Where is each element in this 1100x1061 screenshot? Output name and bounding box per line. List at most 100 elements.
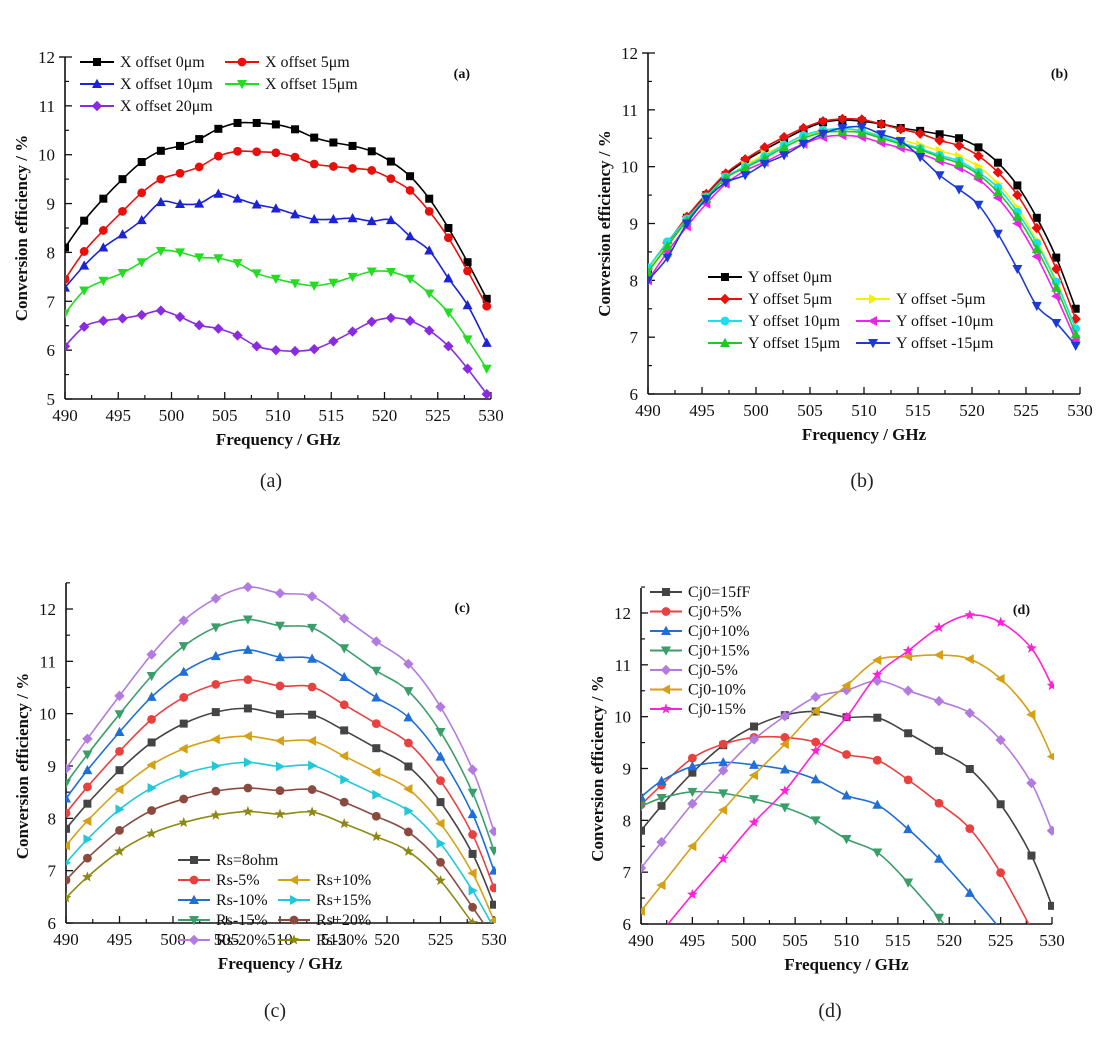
data-point: [1048, 901, 1054, 910]
x-tick-label: 510: [834, 931, 860, 950]
data-point: [687, 888, 698, 899]
series-line: [648, 134, 1077, 341]
y-tick-label: 9: [48, 757, 57, 776]
data-point: [425, 194, 434, 203]
data-point: [136, 309, 147, 321]
data-point: [1032, 213, 1041, 222]
data-point: [210, 623, 221, 633]
data-point: [98, 315, 109, 327]
series-line: [648, 117, 1077, 320]
data-point: [210, 650, 221, 661]
data-point: [993, 158, 1002, 167]
legend-item: X offset 0μm: [80, 54, 205, 71]
data-point: [307, 653, 318, 663]
data-point: [1012, 211, 1023, 221]
legend-item: X offset 15μm: [225, 76, 358, 93]
data-point: [99, 194, 108, 203]
data-point: [275, 786, 285, 795]
data-point: [275, 621, 285, 631]
data-point: [270, 203, 281, 213]
series-c-5: [66, 615, 496, 856]
data-point: [367, 147, 376, 156]
data-point: [463, 258, 472, 267]
data-point: [798, 139, 809, 150]
data-point: [328, 336, 339, 347]
data-point: [718, 757, 729, 767]
data-point: [933, 649, 943, 660]
data-point: [656, 794, 667, 804]
caption-b: (b): [850, 470, 874, 492]
legend-label: Rs-10%: [216, 892, 268, 909]
data-point: [436, 776, 445, 786]
data-point: [811, 737, 821, 747]
data-point: [992, 229, 1003, 239]
data-point: [641, 791, 646, 802]
data-point: [934, 746, 943, 755]
data-point: [385, 267, 396, 278]
data-point: [179, 794, 189, 804]
y-tick-label: 10: [39, 705, 56, 724]
legend-label: X offset 10μm: [120, 76, 213, 93]
data-point: [1031, 301, 1042, 312]
data-point: [242, 644, 253, 654]
data-point: [933, 913, 944, 923]
legend-label: Cj0=15fF: [688, 584, 750, 601]
series-b-4: [648, 130, 1080, 346]
x-tick-label: 520: [374, 930, 400, 949]
data-point: [79, 260, 90, 270]
legend-item: Y offset 15μm: [708, 335, 841, 352]
data-point: [424, 245, 435, 255]
x-tick-label: 510: [851, 401, 877, 420]
data-point: [307, 682, 317, 692]
legend-marker: [93, 58, 101, 66]
data-point: [367, 165, 377, 175]
legend-marker: [237, 80, 247, 90]
data-point: [842, 750, 851, 759]
data-point: [178, 816, 190, 828]
data-point: [995, 616, 1006, 627]
data-point: [117, 268, 128, 279]
data-point: [114, 784, 124, 795]
y-tick-label: 12: [621, 44, 638, 63]
x-tick-label: 490: [628, 931, 654, 950]
data-point: [810, 816, 821, 826]
data-point: [1071, 304, 1080, 313]
data-point: [211, 761, 221, 771]
legend-label: Y offset 15μm: [748, 335, 841, 352]
data-point: [837, 124, 848, 134]
data-point: [137, 158, 146, 167]
data-point: [251, 199, 262, 209]
x-tick-label: 530: [1067, 401, 1093, 420]
legend-item: Cj0=15fF: [650, 584, 750, 601]
legend-item: Y offset 10μm: [708, 313, 841, 330]
data-point: [641, 826, 645, 835]
data-point: [701, 195, 712, 205]
legend-label: X offset 5μm: [265, 54, 350, 71]
x-tick-label: 495: [680, 931, 706, 950]
data-point: [66, 859, 72, 866]
data-point: [251, 341, 262, 352]
panel-tag: (d): [1013, 603, 1030, 618]
legend-label: X offset 0μm: [120, 54, 205, 71]
data-point: [232, 193, 243, 203]
data-point: [211, 679, 221, 689]
data-point: [232, 330, 243, 341]
data-point: [83, 834, 93, 845]
data-point: [779, 764, 790, 774]
data-point: [435, 818, 445, 829]
data-point: [740, 162, 751, 172]
chart-panel-c: 490 495 500 505 510 515 520 525 5306789101112Fre…: [13, 581, 507, 973]
x-tick-label: 520: [937, 931, 963, 950]
x-tick-label: 495: [106, 406, 132, 425]
y-tick-label: 8: [48, 809, 57, 828]
data-point: [856, 122, 867, 133]
series-c-8: [66, 805, 478, 923]
data-point: [872, 848, 883, 858]
data-point: [98, 242, 109, 252]
data-point: [82, 815, 92, 826]
data-point: [436, 838, 446, 849]
data-point: [750, 722, 759, 731]
series-c-2: [66, 731, 496, 923]
data-point: [117, 313, 128, 324]
x-tick-label: 515: [905, 401, 931, 420]
